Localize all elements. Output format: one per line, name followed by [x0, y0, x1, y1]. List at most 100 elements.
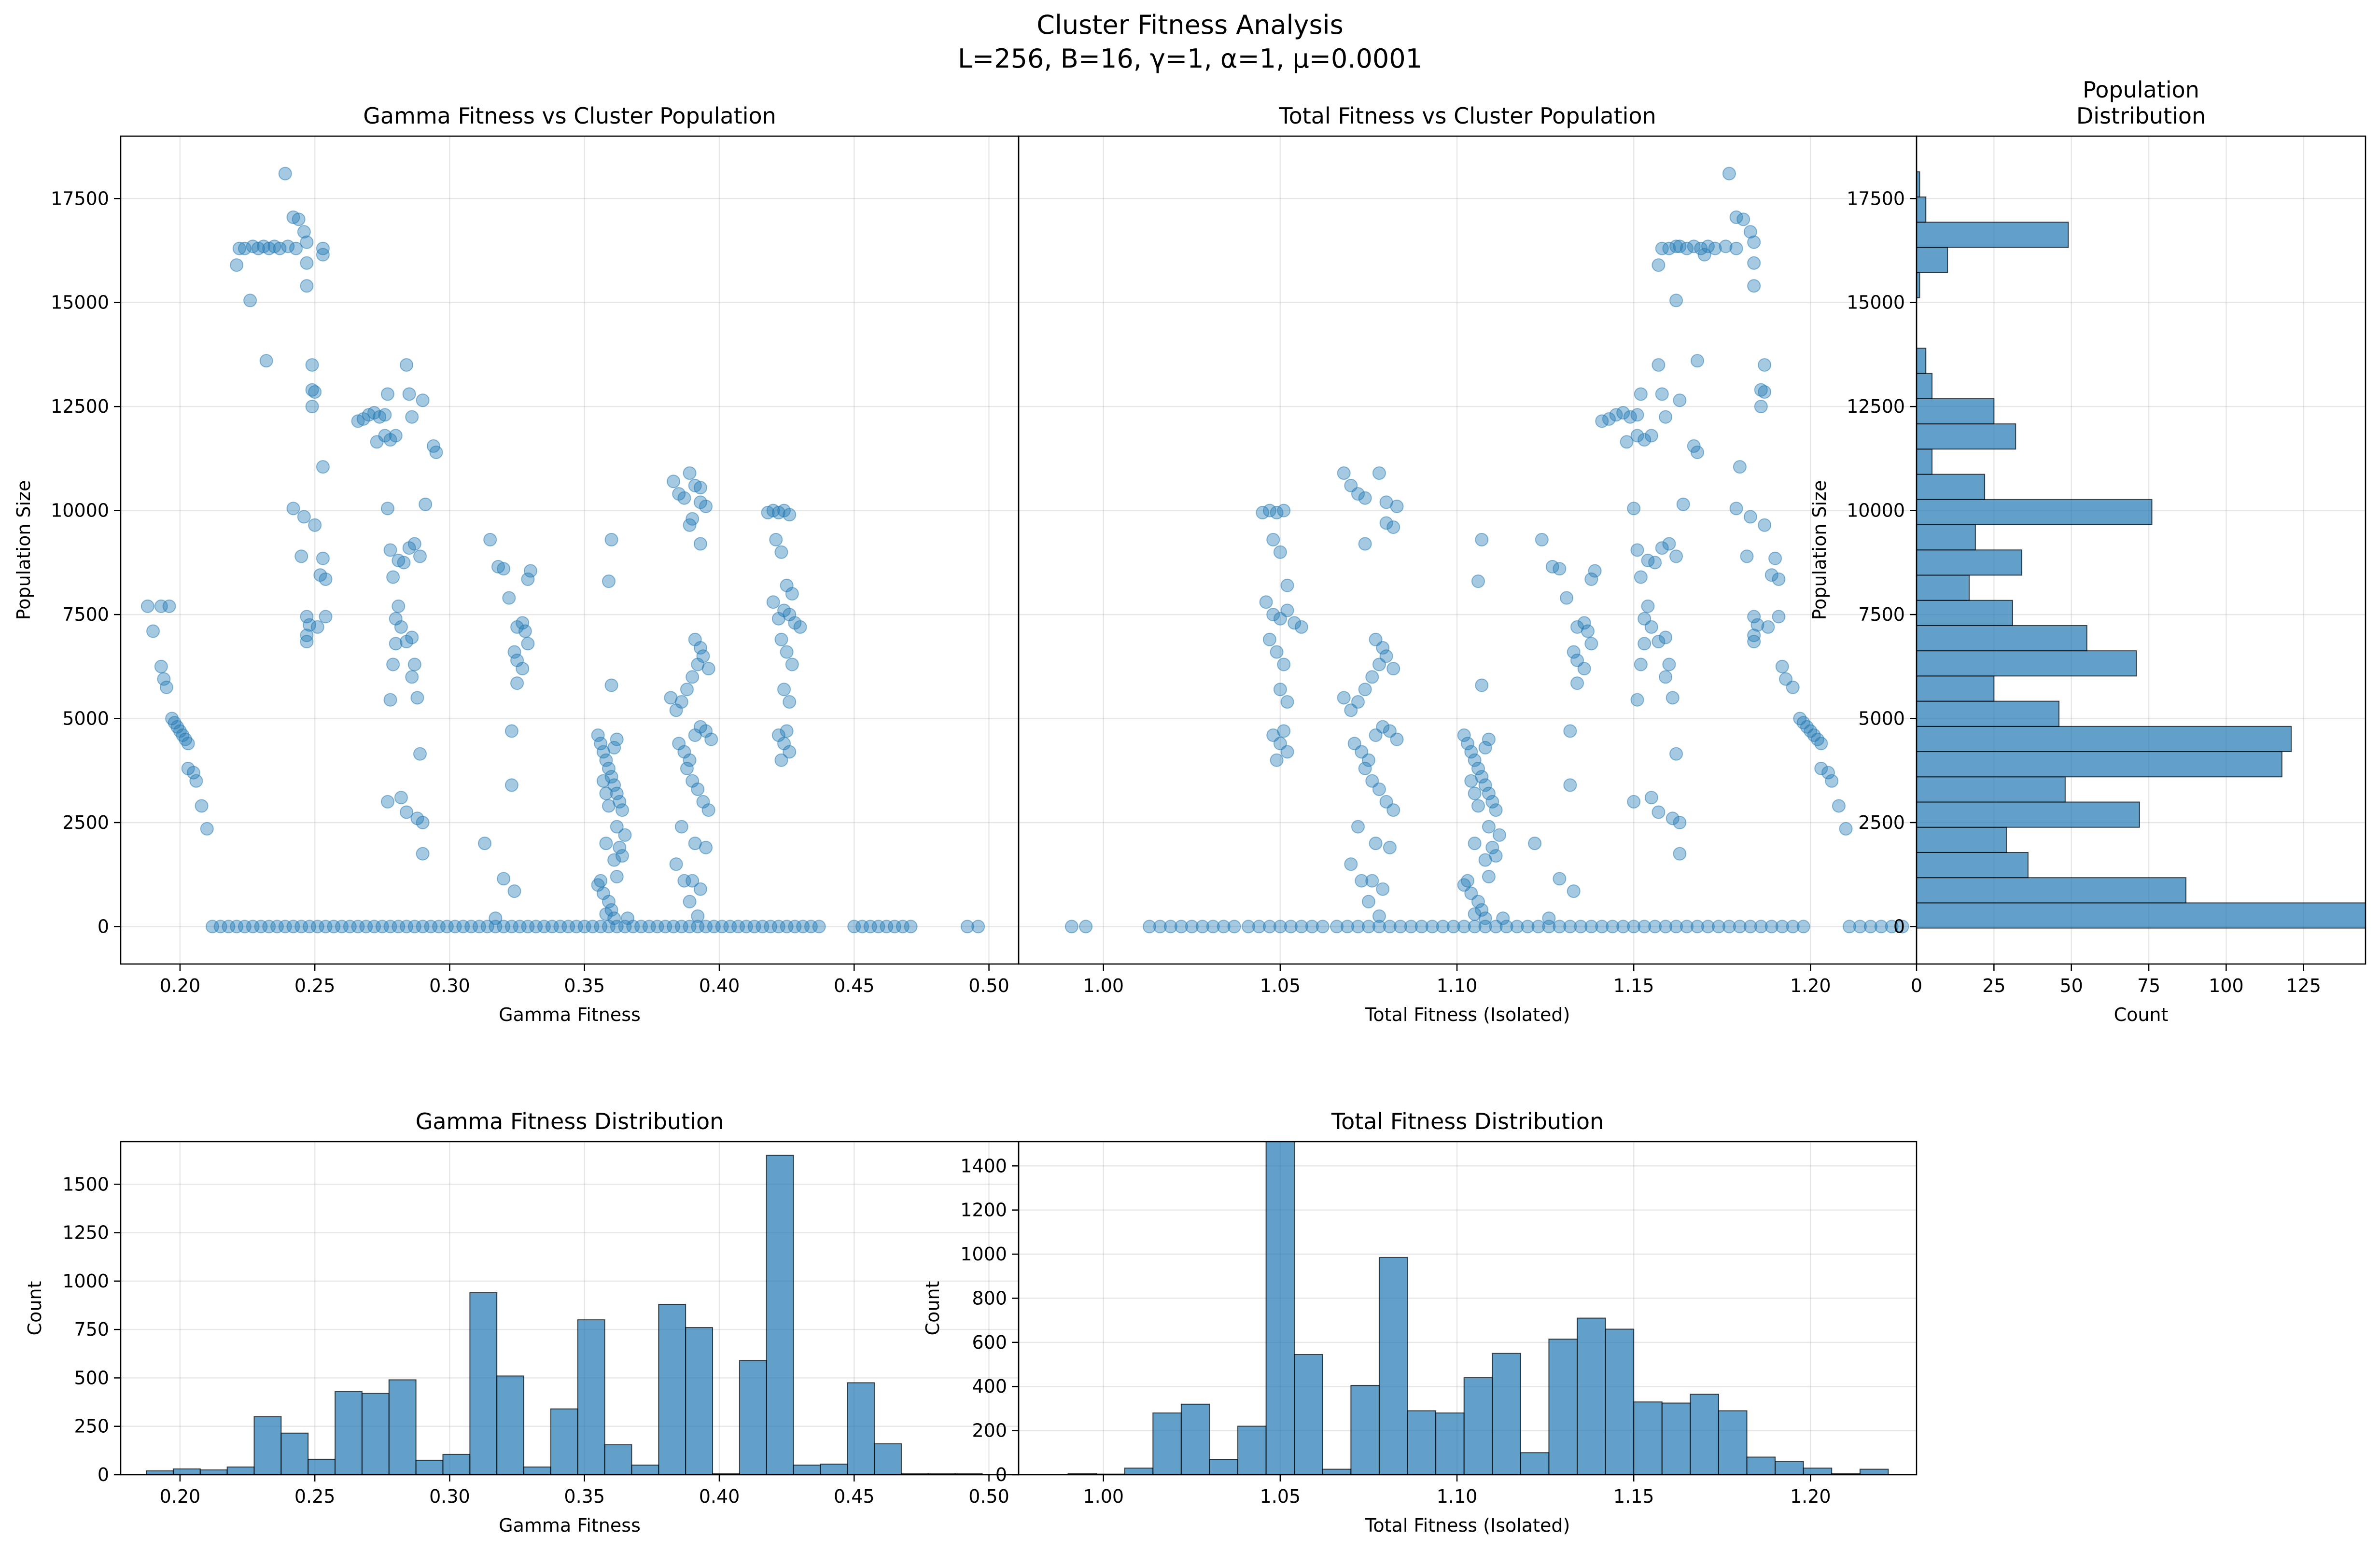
scatter-point	[680, 683, 694, 697]
scatter-point	[1701, 920, 1715, 934]
axes-frame	[1916, 135, 2366, 965]
scatter-point	[1885, 920, 1899, 934]
scatter-point	[516, 662, 530, 676]
y-tick-label: 15000	[1847, 292, 1905, 313]
scatter-point	[394, 620, 408, 634]
scatter-point	[383, 543, 397, 557]
scatter-point	[405, 410, 419, 424]
scatter-point	[521, 637, 535, 651]
histogram-bar	[1633, 1401, 1663, 1475]
scatter-point	[1584, 920, 1598, 934]
scatter-point	[267, 239, 281, 253]
histogram-bar	[1917, 348, 1927, 374]
scatter-point	[1468, 920, 1482, 934]
scatter-point	[300, 635, 314, 649]
scatter-point	[1786, 680, 1800, 694]
x-tick-label: 100	[2209, 975, 2244, 996]
scatter-point	[1485, 795, 1499, 809]
scatter-point	[1638, 637, 1652, 651]
scatter-point	[596, 774, 610, 788]
histogram-bar	[1463, 1377, 1493, 1475]
histogram-bar	[1917, 247, 1948, 273]
y-tick-label: 0	[98, 1464, 109, 1485]
scatter-point	[774, 632, 788, 646]
scatter-point	[392, 599, 406, 613]
scatter-point	[1630, 543, 1644, 557]
scatter-point	[386, 657, 400, 671]
x-tick-label: 1.00	[1083, 975, 1124, 996]
scatter-point	[416, 393, 430, 407]
scatter-point	[669, 857, 683, 871]
scatter-point	[699, 500, 713, 514]
scatter-point	[1821, 766, 1835, 780]
scatter-point	[1542, 920, 1556, 934]
scatter-point	[181, 737, 195, 751]
scatter-point	[1361, 894, 1375, 908]
scatter-point	[1563, 920, 1577, 934]
scatter-point	[380, 795, 394, 809]
scatter-point	[1729, 241, 1743, 255]
y-tick-label: 1000	[960, 1244, 1007, 1265]
histogram-bar	[739, 1360, 767, 1475]
total-histogram-axes: 1.00 1.05 1.10 1.15 1.20 0 200 400 600 800 1000 120…	[922, 1108, 1918, 1536]
scatter-point	[693, 495, 707, 509]
scatter-point	[1652, 358, 1666, 372]
scatter-point	[232, 241, 246, 255]
scatter-point	[1874, 920, 1888, 934]
scatter-point	[146, 624, 160, 638]
scatter-point	[1659, 630, 1673, 644]
scatter-point	[701, 662, 715, 676]
histogram-bar	[1548, 1338, 1578, 1475]
scatter-point	[1262, 920, 1276, 934]
scatter-point	[162, 599, 176, 613]
scatter-point	[1471, 799, 1485, 813]
histogram-bar	[1803, 1467, 1833, 1475]
histogram-bar	[1917, 902, 2366, 929]
histogram-bar	[1917, 726, 2292, 753]
scatter-point	[1386, 662, 1400, 676]
y-tick-label: 17500	[1847, 188, 1905, 209]
scatter-point	[1853, 920, 1867, 934]
scatter-point	[1719, 239, 1733, 253]
scatter-point	[785, 587, 799, 601]
x-tick-label: 1.15	[1613, 1486, 1654, 1507]
scatter-point	[591, 878, 605, 892]
histogram-bar	[1152, 1412, 1182, 1475]
scatter-point	[604, 903, 618, 917]
x-tick-label: 0.25	[294, 1486, 336, 1507]
y-tick-label: 12500	[1847, 396, 1905, 417]
scatter-point	[1895, 920, 1909, 934]
scatter-point	[780, 578, 794, 592]
scatter-point	[504, 778, 518, 792]
scatter-point	[1174, 920, 1188, 934]
scatter-point	[1630, 429, 1644, 443]
scatter-point	[308, 518, 322, 532]
scatter-point	[310, 620, 324, 634]
scatter-point	[362, 408, 376, 422]
scatter-point	[1687, 439, 1701, 453]
scatter-point	[696, 795, 710, 809]
scatter-point	[1659, 920, 1673, 934]
scatter-point	[1206, 920, 1220, 934]
scatter-point	[154, 659, 168, 673]
histogram-bar	[1917, 448, 1933, 475]
scatter-point	[1379, 516, 1393, 530]
scatter-point	[510, 620, 524, 634]
scatter-point	[672, 487, 686, 501]
scatter-point	[1754, 400, 1768, 414]
scatter-point	[1273, 920, 1287, 934]
scatter-point	[386, 570, 400, 584]
scatter-point	[774, 753, 788, 767]
scatter-point	[1588, 564, 1602, 578]
scatter-point	[1606, 920, 1620, 934]
histogram-bar	[335, 1391, 363, 1475]
scatter-point	[1652, 635, 1666, 649]
scatter-point	[497, 562, 511, 576]
scatter-point	[1468, 786, 1482, 800]
scatter-point	[297, 225, 311, 239]
scatter-point	[1673, 847, 1687, 861]
scatter-point	[516, 616, 530, 630]
x-tick-label: 75	[2137, 975, 2160, 996]
histogram-bar	[1124, 1467, 1154, 1475]
scatter-point	[1383, 920, 1397, 934]
